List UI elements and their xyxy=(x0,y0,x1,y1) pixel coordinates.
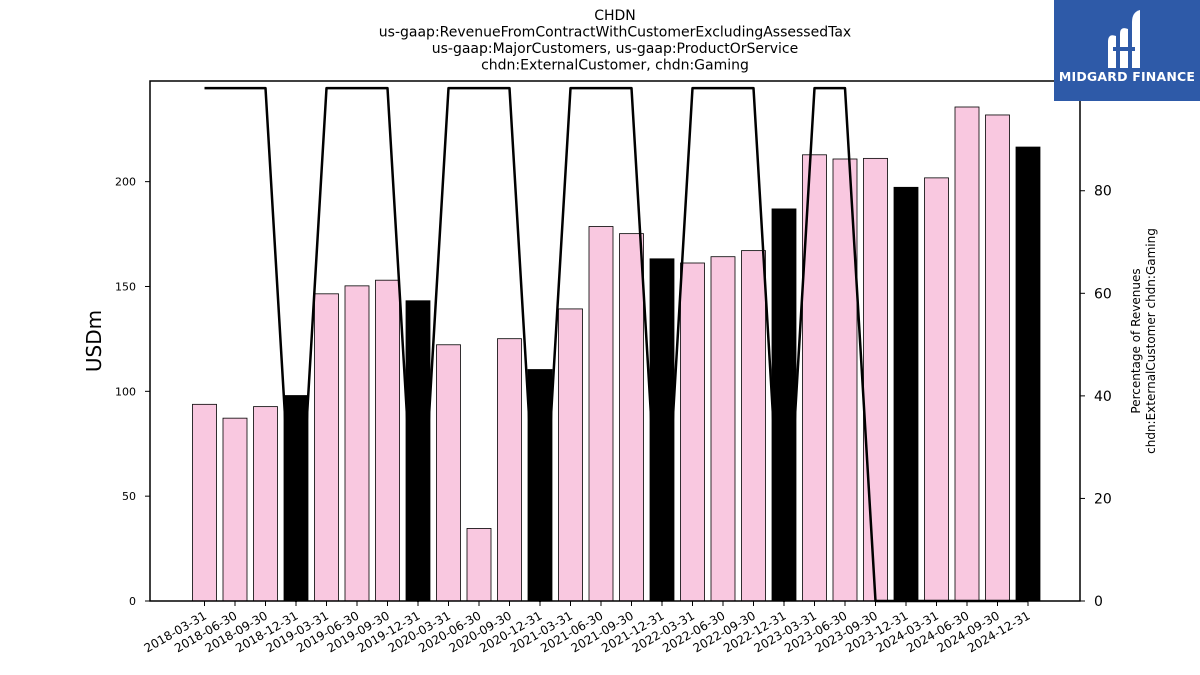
bar xyxy=(375,279,400,602)
bar xyxy=(649,258,675,602)
chart-title-line: CHDN xyxy=(594,8,636,24)
y2-tick-label: 60 xyxy=(1094,286,1112,302)
bars xyxy=(192,106,1041,602)
y-tick-label: 50 xyxy=(122,490,136,503)
chart-title-line: us-gaap:RevenueFromContractWithCustomerE… xyxy=(379,25,851,41)
bar xyxy=(344,285,370,602)
y2-tick-label: 40 xyxy=(1094,389,1112,405)
chart-title-line: chdn:ExternalCustomer, chdn:Gaming xyxy=(481,58,749,74)
y-tick-label: 100 xyxy=(115,385,136,398)
y-tick-label: 150 xyxy=(115,280,136,293)
left-axis: 0 50 100 150 200 xyxy=(115,176,150,608)
y2-tick-label: 20 xyxy=(1094,491,1112,507)
bar xyxy=(192,403,217,602)
y2-tick-label: 0 xyxy=(1094,594,1103,610)
chart-title: CHDNus-gaap:RevenueFromContractWithCusto… xyxy=(379,8,851,74)
bar xyxy=(985,114,1010,602)
midgard-finance-logo: MIDGARD FINANCE xyxy=(1054,0,1200,101)
y-tick-label: 200 xyxy=(115,176,136,189)
right-axis: 020406080100 xyxy=(1080,81,1121,610)
bar xyxy=(314,293,339,602)
bar xyxy=(619,233,644,602)
bar xyxy=(710,256,736,602)
bar xyxy=(741,250,766,602)
plot-frame xyxy=(149,80,1081,602)
bar xyxy=(253,406,278,602)
x-axis: 2018-03-312018-06-302018-09-302018-12-31… xyxy=(142,601,1033,655)
bar xyxy=(558,308,583,602)
bar xyxy=(527,369,553,602)
y-tick-label: 0 xyxy=(129,595,136,608)
y2-tick-label: 80 xyxy=(1094,184,1112,200)
bar xyxy=(1015,146,1041,602)
y2-axis-label-line: chdn:ExternalCustomer chdn:Gaming xyxy=(1144,228,1158,454)
bar xyxy=(771,208,797,602)
bar xyxy=(680,262,705,602)
bar xyxy=(283,395,309,602)
bar xyxy=(924,177,949,602)
logo-mark-icon xyxy=(1108,10,1140,69)
bar xyxy=(863,157,888,602)
bar xyxy=(222,417,248,602)
bar xyxy=(954,106,980,602)
y-axis-label: USDm xyxy=(82,310,106,372)
bar xyxy=(436,344,461,602)
chart-title-line: us-gaap:MajorCustomers, us-gaap:ProductO… xyxy=(432,41,798,57)
bar xyxy=(893,186,919,602)
bar xyxy=(497,338,522,602)
bar xyxy=(588,226,614,602)
y2-axis-label: Percentage of Revenues chdn:ExternalCusto… xyxy=(1129,228,1158,454)
bar xyxy=(466,528,492,602)
logo-text: MIDGARD FINANCE xyxy=(1058,69,1196,84)
y2-axis-label-line: Percentage of Revenues xyxy=(1129,268,1143,413)
